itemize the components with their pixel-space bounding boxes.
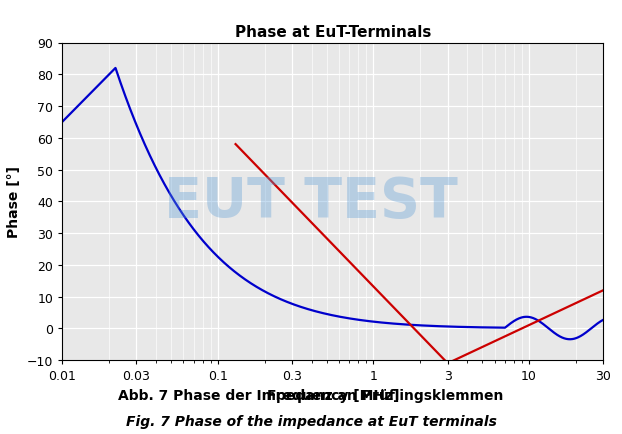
Text: Abb. 7 Phase der Impedanz an Prüflingsklemmen: Abb. 7 Phase der Impedanz an Prüflingskl… bbox=[118, 388, 504, 402]
Y-axis label: Phase [°]: Phase [°] bbox=[7, 166, 21, 238]
Text: Fig. 7 Phase of the impedance at EuT terminals: Fig. 7 Phase of the impedance at EuT ter… bbox=[126, 414, 496, 428]
Title: Phase at EuT-Terminals: Phase at EuT-Terminals bbox=[234, 24, 431, 39]
Text: EUT TEST: EUT TEST bbox=[164, 175, 458, 229]
X-axis label: Frequency [MHz]: Frequency [MHz] bbox=[267, 388, 399, 402]
